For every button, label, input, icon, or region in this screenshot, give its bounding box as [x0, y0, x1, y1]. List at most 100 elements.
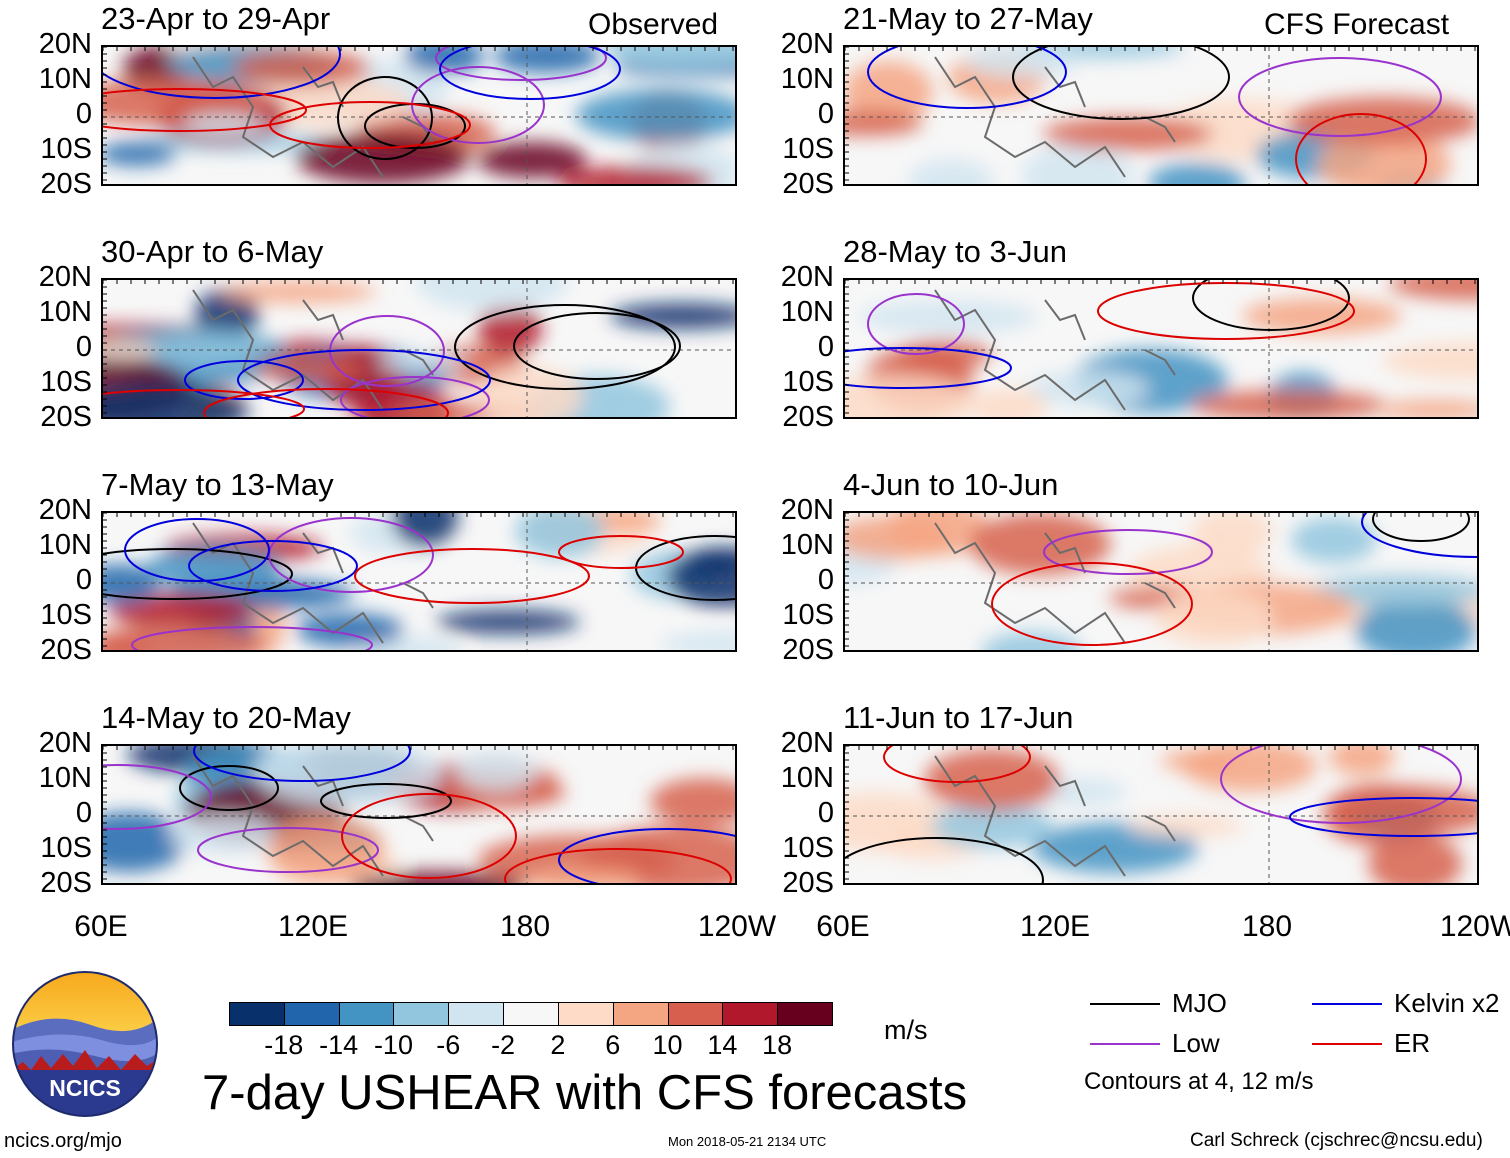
shear-anomaly	[1043, 117, 1213, 151]
units-label: m/s	[884, 1015, 928, 1045]
lat-tick-label: 20N	[38, 494, 92, 526]
lat-tick-label: 10S	[40, 832, 92, 864]
contour-er	[883, 746, 1031, 783]
shear-anomaly	[1389, 280, 1477, 300]
lat-tick-label: 20S	[782, 867, 834, 899]
lat-tick-label: 20S	[782, 634, 834, 666]
lat-tick-label: 0	[817, 564, 834, 596]
lat-tick-label: 20S	[782, 401, 834, 433]
shear-anomaly	[1368, 834, 1462, 883]
map-panel	[101, 511, 737, 652]
legend-line-low	[1090, 1043, 1160, 1045]
colorbar-tick-label: -14	[319, 1030, 359, 1060]
lat-tick-label: 20S	[40, 401, 92, 433]
lon-tick-label: 120E	[277, 910, 349, 943]
lat-tick-label: 10N	[38, 63, 92, 95]
coastline	[192, 755, 434, 877]
lat-tick-label: 10N	[38, 762, 92, 794]
contour-er	[103, 389, 305, 417]
contour-kelvin-x2	[184, 360, 304, 400]
shear-anomaly	[475, 366, 583, 417]
shear-anomaly	[515, 513, 605, 558]
shear-field	[103, 47, 735, 184]
contour-low	[340, 376, 490, 417]
colorbar-swatch	[557, 1002, 614, 1026]
contour-mjo	[454, 304, 676, 390]
shear-anomaly	[1291, 517, 1377, 563]
shear-anomaly	[455, 750, 537, 792]
shear-field	[103, 280, 735, 417]
map-panel	[843, 744, 1479, 885]
colorbar-swatch	[393, 1002, 450, 1026]
colorbar-swatch	[612, 1002, 669, 1026]
colorbar-swatch	[229, 1002, 285, 1026]
shear-anomaly	[859, 300, 1037, 334]
contour-low	[1043, 529, 1213, 575]
shear-anomaly	[660, 631, 735, 650]
contour-kelvin-x2	[188, 540, 358, 592]
shear-anomaly	[267, 816, 385, 883]
lat-tick-label: 20S	[782, 168, 834, 200]
legend-label: ER	[1394, 1028, 1431, 1058]
lat-tick-label: 20N	[38, 727, 92, 759]
shear-anomaly	[103, 812, 186, 872]
colorbar-swatch	[338, 1002, 395, 1026]
map-panel	[843, 45, 1479, 186]
lat-tick-label: 20S	[40, 867, 92, 899]
lat-tick-label: 10S	[40, 599, 92, 631]
lat-tick-label: 10N	[38, 296, 92, 328]
contour-kelvin-x2	[1361, 513, 1477, 558]
lat-tick-label: 20N	[780, 494, 834, 526]
shear-field	[845, 746, 1477, 883]
contour-kelvin-x2	[439, 47, 621, 100]
shear-anomaly	[1190, 390, 1386, 417]
observed-label: Observed	[588, 8, 719, 41]
shear-anomaly	[610, 303, 735, 329]
shear-anomaly	[1128, 815, 1244, 837]
shear-anomaly	[964, 47, 1080, 78]
map-panel	[101, 744, 737, 885]
map-panel	[101, 45, 737, 186]
shear-anomaly	[478, 303, 542, 355]
colorbar-tick-label: -2	[491, 1030, 516, 1060]
lon-tick-label: 180	[499, 910, 551, 943]
map-panel	[843, 278, 1479, 419]
lat-tick-label: 0	[75, 331, 92, 363]
lat-tick-label: 0	[75, 564, 92, 596]
shear-anomaly	[392, 513, 458, 547]
legend-line-er	[1312, 1043, 1382, 1045]
shear-anomaly	[845, 375, 978, 417]
ncics-logo: NCICS	[11, 970, 159, 1118]
colorbar-tick-label: -6	[436, 1030, 461, 1060]
colorbar-swatch	[503, 1002, 559, 1026]
colorbar-swatch	[777, 1002, 833, 1026]
contour-mjo	[179, 765, 279, 811]
lat-tick-label: 20S	[40, 168, 92, 200]
shear-field	[845, 513, 1477, 650]
contour-low	[435, 47, 607, 81]
shear-anomaly	[1317, 131, 1451, 184]
shear-anomaly	[908, 159, 994, 184]
colorbar-tick-label: -18	[264, 1030, 304, 1060]
contour-low	[197, 827, 379, 873]
lat-tick-label: 20N	[780, 261, 834, 293]
logo-text: NCICS	[49, 1075, 121, 1101]
shear-anomaly	[296, 613, 404, 647]
shear-anomaly	[1382, 342, 1477, 380]
lat-tick-label: 10N	[780, 762, 834, 794]
lon-tick-label: 60E	[816, 910, 870, 943]
shear-anomaly	[931, 804, 1053, 848]
shear-anomaly	[253, 746, 443, 806]
lat-tick-label: 10S	[40, 133, 92, 165]
footer-credit: Carl Schreck (cjschrec@ncsu.edu)	[1190, 1130, 1483, 1151]
shear-anomaly	[519, 867, 643, 883]
shear-anomaly	[606, 47, 735, 71]
shear-anomaly	[981, 632, 1083, 650]
shear-anomaly	[969, 513, 1111, 575]
contour-mjo	[513, 312, 681, 380]
contour-kelvin-x2	[867, 47, 1067, 109]
shear-field	[103, 513, 735, 650]
colorbar-tick-label: 10	[652, 1030, 683, 1060]
panel-title: 14-May to 20-May	[101, 700, 351, 735]
shear-anomaly	[557, 166, 713, 184]
